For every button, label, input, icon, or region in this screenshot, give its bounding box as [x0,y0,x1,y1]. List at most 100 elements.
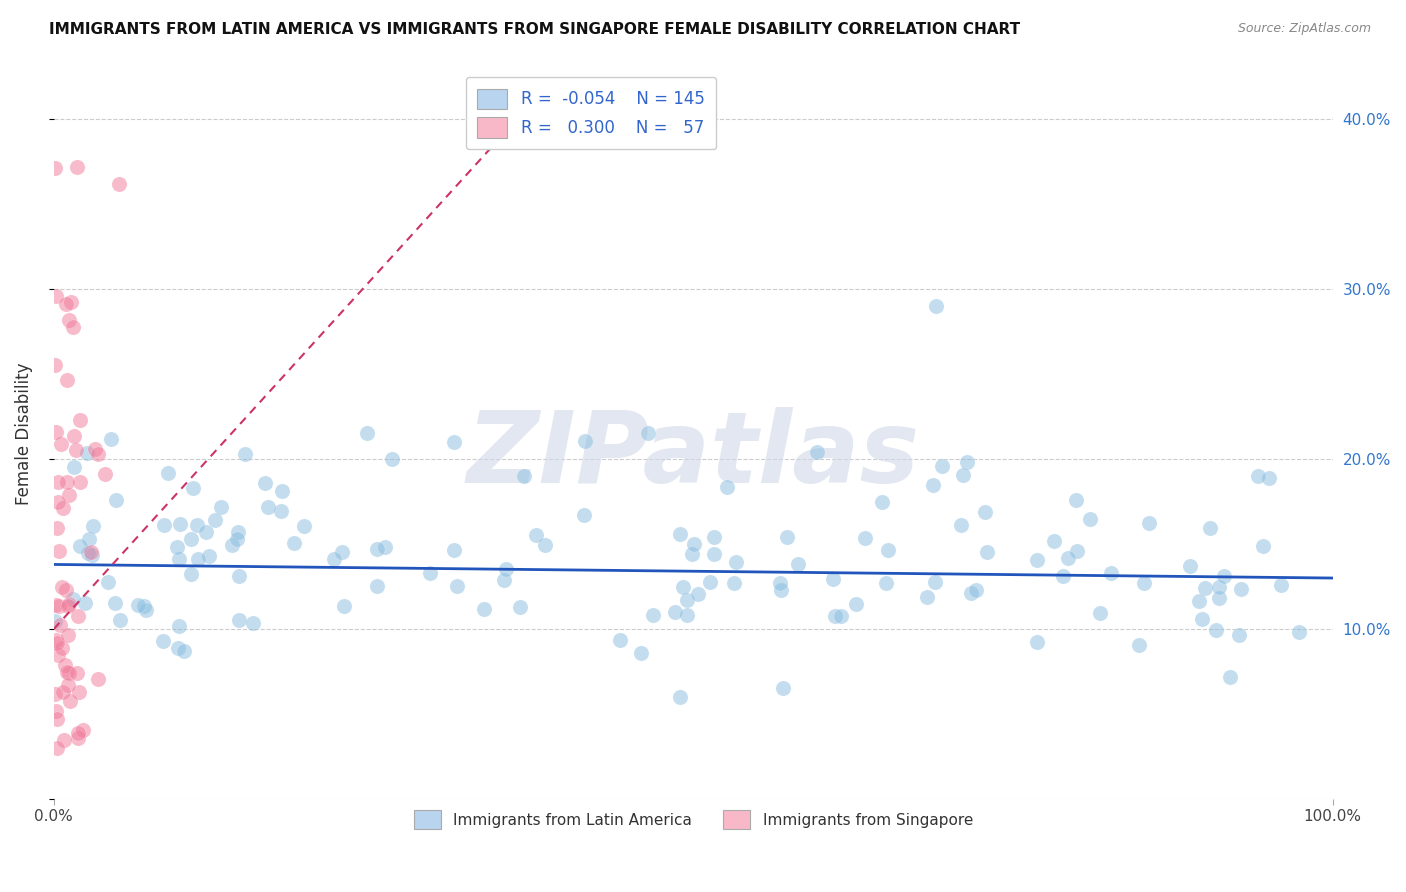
Point [1042,534,1064,549]
Point [58,313,80,327]
Point [254,476,277,491]
Point [472,602,495,616]
Point [153,518,176,533]
Point [226,525,249,540]
Point [769,583,792,598]
Point [956,455,979,469]
Point [105,493,128,508]
Point [157,467,180,481]
Point [180,567,202,582]
Point [630,646,652,660]
Point [77,546,100,560]
Point [672,580,695,594]
Point [509,599,531,614]
Point [270,503,292,517]
Point [870,495,893,509]
Point [194,524,217,539]
Point [180,532,202,546]
Point [703,530,725,544]
Point [1213,569,1236,583]
Point [56,599,79,613]
Point [776,530,799,544]
Point [1078,512,1101,526]
Point [1208,591,1230,605]
Point [1178,559,1201,574]
Point [97,574,120,589]
Point [823,572,845,586]
Point [495,562,517,576]
Point [1187,593,1209,607]
Point [724,556,747,570]
Point [62,592,84,607]
Point [830,609,852,624]
Point [1219,669,1241,683]
Point [58,628,80,642]
Point [922,478,945,492]
Point [974,505,997,519]
Point [82,518,104,533]
Point [1230,582,1253,597]
Point [46,521,69,535]
Point [374,540,396,554]
Point [257,500,280,515]
Point [55,665,77,680]
Point [62,429,84,443]
Text: Source: ZipAtlas.com: Source: ZipAtlas.com [1237,22,1371,36]
Point [55,657,77,672]
Point [58,666,80,681]
Point [59,294,82,309]
Point [669,690,692,704]
Point [46,712,69,726]
Point [204,513,226,527]
Point [86,672,108,686]
Point [366,542,388,557]
Point [59,694,82,708]
Point [44,598,66,612]
Point [56,373,79,387]
Point [186,517,208,532]
Point [49,437,72,451]
Point [572,508,595,522]
Point [877,542,900,557]
Point [53,732,76,747]
Point [1090,606,1112,620]
Point [875,575,897,590]
Point [242,615,264,630]
Point [1288,625,1310,640]
Point [221,538,243,552]
Point [845,597,868,611]
Point [676,607,699,622]
Point [228,613,250,627]
Point [198,549,221,563]
Point [853,531,876,545]
Point [52,685,75,699]
Point [513,468,536,483]
Point [1257,470,1279,484]
Point [806,445,828,459]
Point [67,685,90,699]
Point [682,537,704,551]
Point [58,678,80,692]
Point [52,501,75,516]
Point [681,547,703,561]
Point [332,545,354,559]
Point [270,483,292,498]
Point [167,619,190,633]
Point [609,633,631,648]
Point [75,596,97,610]
Point [332,599,354,614]
Point [77,532,100,546]
Point [51,581,73,595]
Point [574,434,596,448]
Point [959,586,981,600]
Point [950,518,973,533]
Point [46,495,69,509]
Point [915,591,938,605]
Point [925,299,948,313]
Point [664,605,686,619]
Point [45,740,67,755]
Point [110,613,132,627]
Point [44,614,66,628]
Point [186,552,208,566]
Point [66,160,89,174]
